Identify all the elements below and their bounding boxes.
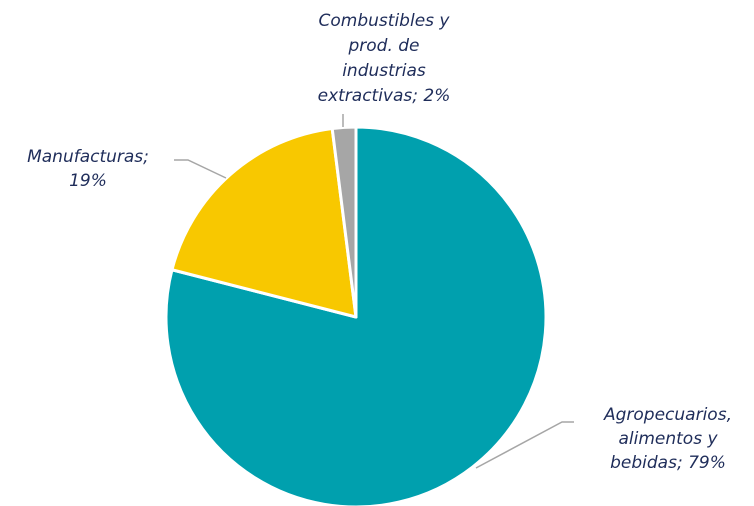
data-label-line: industrias <box>342 61 426 81</box>
pie-slice-2 <box>330 125 358 319</box>
pie-slices <box>164 125 548 506</box>
data-label-line: alimentos y <box>618 429 718 449</box>
data-label-line: Agropecuarios, <box>603 405 732 425</box>
data-label-line: 19% <box>69 171 107 191</box>
pie-slice-1 <box>170 126 358 319</box>
data-label-0: Agropecuarios, alimentos y bebidas; 79% <box>603 405 732 473</box>
data-labels: Agropecuarios, alimentos y bebidas; 79% Man… <box>27 11 732 473</box>
data-label-1: Manufacturas; 19% <box>27 147 149 191</box>
leader-line-0 <box>475 421 574 469</box>
data-label-line: extractivas; 2% <box>318 86 451 106</box>
leader-lines <box>174 114 574 469</box>
data-label-line: Combustibles y <box>319 11 451 31</box>
data-label-line: prod. de <box>347 36 419 56</box>
pie-slice-0 <box>164 125 548 506</box>
data-label-line: bebidas; 79% <box>610 453 726 473</box>
data-label-2: Combustibles y prod. de industrias extracti… <box>318 11 451 106</box>
leader-line-1 <box>174 159 227 179</box>
data-label-line: Manufacturas; <box>27 147 149 167</box>
